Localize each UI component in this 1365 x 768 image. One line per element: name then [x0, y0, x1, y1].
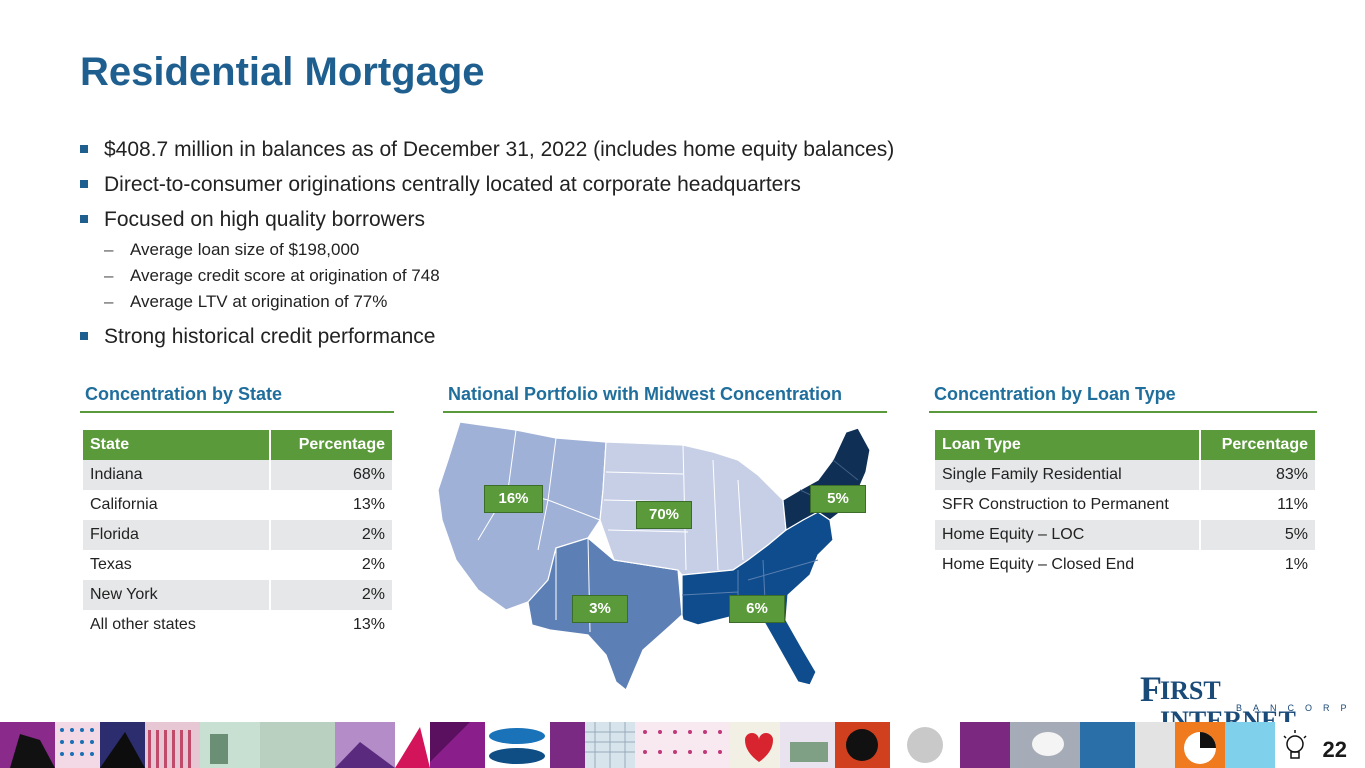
map-section-heading: National Portfolio with Midwest Concentr… — [443, 384, 887, 413]
bullet-text: Strong historical credit performance — [104, 325, 436, 348]
bullet-text: Focused on high quality borrowers — [104, 208, 426, 231]
percentage-cell: 68% — [270, 460, 394, 490]
table-row: All other states 13% — [83, 610, 394, 640]
percentage-cell: 83% — [1200, 460, 1317, 490]
sub-bullet-text: Average credit score at origination of 7… — [130, 266, 440, 285]
company-logo: F IRST INTERNET BANCORP — [1140, 669, 1350, 735]
table-row: Texas 2% — [83, 550, 394, 580]
loan-type-cell: Single Family Residential — [935, 460, 1201, 490]
loan-section-heading: Concentration by Loan Type — [929, 384, 1317, 413]
sub-bullet-item: – Average credit score at origination of … — [80, 263, 1080, 289]
column-header-loan-type: Loan Type — [935, 430, 1201, 460]
lightbulb-icon — [1283, 730, 1307, 759]
loan-type-table: Loan Type Percentage Single Family Resid… — [935, 430, 1317, 580]
logo-subtitle: BANCORP — [1236, 703, 1358, 713]
percentage-cell: 1% — [1200, 550, 1317, 580]
bullet-text: $408.7 million in balances as of Decembe… — [104, 138, 895, 161]
dash-marker: – — [104, 292, 114, 311]
bullet-item: $408.7 million in balances as of Decembe… — [80, 132, 1080, 167]
map-label-west: 16% — [484, 485, 543, 513]
percentage-cell: 2% — [270, 520, 394, 550]
bullet-marker — [80, 215, 88, 223]
table-row: Home Equity – Closed End 1% — [935, 550, 1317, 580]
table-row: California 13% — [83, 490, 394, 520]
us-map — [438, 421, 871, 691]
table-row: New York 2% — [83, 580, 394, 610]
page-number: 22 — [1322, 737, 1347, 762]
percentage-cell: 5% — [1200, 520, 1317, 550]
bullet-list: $408.7 million in balances as of Decembe… — [80, 132, 1080, 354]
state-section-heading: Concentration by State — [80, 384, 394, 413]
bullet-item: Strong historical credit performance — [80, 319, 1080, 354]
percentage-cell: 11% — [1200, 490, 1317, 520]
decorative-footer-strip — [0, 722, 1365, 768]
table-row: SFR Construction to Permanent 11% — [935, 490, 1317, 520]
map-label-southwest: 3% — [572, 595, 628, 623]
loan-type-cell: Home Equity – Closed End — [935, 550, 1201, 580]
table-header-row: State Percentage — [83, 430, 394, 460]
table-row: Florida 2% — [83, 520, 394, 550]
table-header-row: Loan Type Percentage — [935, 430, 1317, 460]
dash-marker: – — [104, 266, 114, 285]
page-title: Residential Mortgage — [80, 50, 485, 94]
loan-type-cell: SFR Construction to Permanent — [935, 490, 1201, 520]
percentage-cell: 13% — [270, 610, 394, 640]
map-label-midwest: 70% — [636, 501, 692, 529]
table-row: Home Equity – LOC 5% — [935, 520, 1317, 550]
sub-bullet-text: Average LTV at origination of 77% — [130, 292, 388, 311]
percentage-cell: 13% — [270, 490, 394, 520]
state-cell: All other states — [83, 610, 271, 640]
state-cell: Florida — [83, 520, 271, 550]
table-row: Indiana 68% — [83, 460, 394, 490]
state-cell: Texas — [83, 550, 271, 580]
sub-bullet-text: Average loan size of $198,000 — [130, 240, 360, 259]
map-label-northeast: 5% — [810, 485, 866, 513]
state-cell: California — [83, 490, 271, 520]
bullet-item: Focused on high quality borrowers — [80, 202, 1080, 237]
percentage-cell: 2% — [270, 580, 394, 610]
map-region-northeast — [782, 427, 871, 531]
state-cell: New York — [83, 580, 271, 610]
sub-bullet-item: – Average LTV at origination of 77% — [80, 289, 1080, 315]
loan-type-cell: Home Equity – LOC — [935, 520, 1201, 550]
dash-marker: – — [104, 240, 114, 259]
bullet-item: Direct-to-consumer originations centrall… — [80, 167, 1080, 202]
state-cell: Indiana — [83, 460, 271, 490]
bullet-text: Direct-to-consumer originations centrall… — [104, 173, 801, 196]
column-header-state: State — [83, 430, 271, 460]
percentage-cell: 2% — [270, 550, 394, 580]
sub-bullet-item: – Average loan size of $198,000 — [80, 237, 1080, 263]
column-header-percentage: Percentage — [1200, 430, 1317, 460]
logo-initial: F — [1140, 669, 1162, 709]
bullet-marker — [80, 180, 88, 188]
bullet-marker — [80, 145, 88, 153]
column-header-percentage: Percentage — [270, 430, 394, 460]
bullet-marker — [80, 332, 88, 340]
table-row: Single Family Residential 83% — [935, 460, 1317, 490]
state-table: State Percentage Indiana 68% California 13… — [83, 430, 394, 640]
map-label-southeast: 6% — [729, 595, 785, 623]
